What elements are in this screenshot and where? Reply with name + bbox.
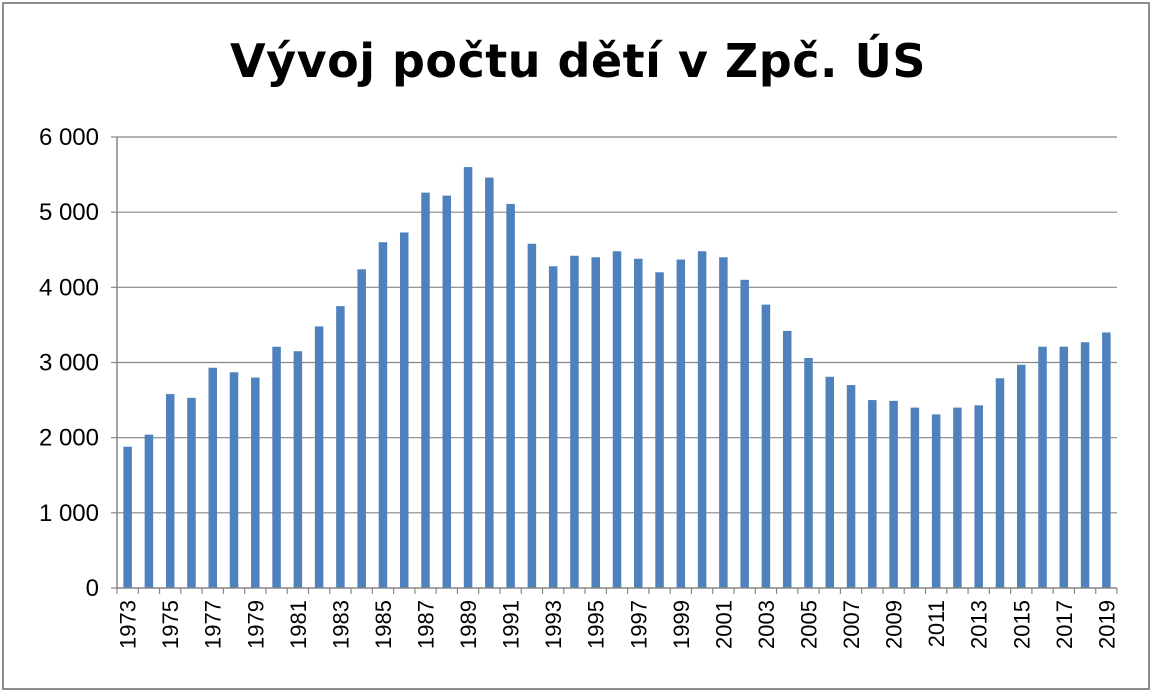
x-tick-label: 1977 bbox=[201, 600, 226, 649]
bar-1984 bbox=[357, 269, 366, 588]
bar-2012 bbox=[953, 407, 962, 588]
x-tick-label: 1997 bbox=[626, 600, 651, 649]
bar-1990 bbox=[485, 177, 494, 588]
bar-2000 bbox=[697, 251, 707, 588]
bar-2006 bbox=[825, 376, 835, 588]
bar-1975 bbox=[165, 394, 175, 588]
bar-2002 bbox=[740, 279, 749, 588]
bar-1977 bbox=[208, 367, 217, 588]
bar-2013 bbox=[974, 405, 983, 588]
bar-1978 bbox=[229, 372, 239, 588]
bar-1989 bbox=[463, 167, 473, 589]
bar-2008 bbox=[868, 400, 877, 588]
x-tick-label: 2013 bbox=[967, 600, 992, 649]
bar-2019 bbox=[1102, 332, 1111, 588]
bar-1993 bbox=[548, 266, 558, 588]
x-tick-label: 1973 bbox=[116, 600, 141, 649]
bar-1976 bbox=[187, 397, 196, 588]
x-tick-label: 1981 bbox=[286, 600, 311, 649]
bar-1992 bbox=[527, 243, 537, 588]
bar-1983 bbox=[336, 306, 345, 588]
y-tick-label: 3 000 bbox=[39, 350, 99, 377]
x-tick-label: 1987 bbox=[414, 600, 439, 649]
bar-2010 bbox=[910, 407, 920, 588]
x-tick-label: 1993 bbox=[541, 600, 566, 649]
y-tick-label: 4 000 bbox=[39, 274, 99, 301]
bar-1982 bbox=[314, 326, 324, 588]
x-tick-label: 1983 bbox=[328, 600, 353, 649]
bar-2014 bbox=[995, 378, 1005, 588]
bar-1994 bbox=[570, 255, 579, 588]
x-tick-label: 2009 bbox=[882, 600, 907, 649]
x-tick-label: 2003 bbox=[754, 600, 779, 649]
bar-1981 bbox=[293, 351, 303, 588]
x-tick-label: 2005 bbox=[796, 600, 821, 649]
y-tick-label: 6 000 bbox=[39, 124, 99, 151]
bar-2007 bbox=[846, 385, 856, 588]
bar-2018 bbox=[1080, 342, 1090, 588]
bar-1974 bbox=[144, 434, 154, 588]
x-tick-label: 1991 bbox=[499, 600, 524, 649]
bar-2001 bbox=[719, 257, 728, 588]
x-tick-label: 1985 bbox=[371, 600, 396, 649]
bar-1995 bbox=[591, 257, 600, 588]
bar-1980 bbox=[272, 346, 281, 588]
x-tick-label: 2001 bbox=[711, 600, 736, 649]
bar-1999 bbox=[676, 259, 686, 588]
x-tick-label: 1989 bbox=[456, 600, 481, 649]
bar-1973 bbox=[123, 446, 132, 588]
bar-2015 bbox=[1017, 364, 1026, 588]
x-tick-label: 2007 bbox=[839, 600, 864, 649]
bar-1996 bbox=[612, 251, 622, 588]
y-tick-label: 2 000 bbox=[39, 425, 99, 452]
bar-1979 bbox=[251, 377, 260, 588]
bar-2011 bbox=[931, 414, 941, 588]
y-tick-label: 5 000 bbox=[39, 199, 99, 226]
bar-1998 bbox=[655, 272, 664, 588]
bar-2004 bbox=[782, 330, 792, 588]
bar-2003 bbox=[761, 304, 771, 588]
bar-1991 bbox=[506, 203, 515, 589]
x-tick-label: 1995 bbox=[584, 600, 609, 649]
y-tick-label: 1 000 bbox=[39, 500, 99, 527]
x-tick-label: 1999 bbox=[669, 600, 694, 649]
x-tick-label: 1979 bbox=[243, 600, 268, 649]
x-tick-label: 2011 bbox=[924, 600, 949, 647]
bar-2005 bbox=[804, 357, 813, 588]
bar-1986 bbox=[399, 232, 409, 588]
x-tick-label: 2019 bbox=[1094, 600, 1119, 649]
bar-1988 bbox=[442, 195, 452, 588]
y-tick-label: 0 bbox=[86, 575, 99, 602]
bar-1985 bbox=[378, 242, 388, 588]
bar-2017 bbox=[1059, 346, 1069, 588]
bar-2009 bbox=[889, 400, 898, 588]
chart-title: Vývoj počtu dětí v Zpč. ÚS bbox=[230, 34, 926, 88]
bar-1987 bbox=[421, 192, 430, 588]
x-tick-label: 1975 bbox=[158, 600, 183, 649]
x-tick-label: 2015 bbox=[1009, 600, 1034, 649]
x-tick-label: 2017 bbox=[1052, 600, 1077, 649]
bar-1997 bbox=[634, 258, 643, 588]
bar-2016 bbox=[1038, 346, 1047, 588]
